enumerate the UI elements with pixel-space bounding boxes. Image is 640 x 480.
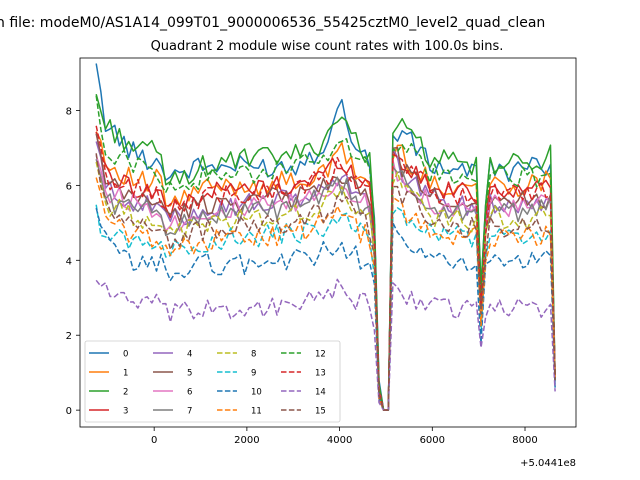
legend-label-9: 9 <box>251 369 256 379</box>
legend-label-11: 11 <box>251 407 262 417</box>
series-line-11 <box>95 177 556 411</box>
figure-suptitle: n file: modeM0/AS1A14_099T01_9000006536_… <box>0 15 545 31</box>
y-tick-label: 8 <box>66 106 72 117</box>
legend-label-13: 13 <box>315 369 326 379</box>
legend-label-0: 0 <box>123 350 128 360</box>
legend-label-2: 2 <box>123 388 128 398</box>
plot-frame <box>79 57 577 428</box>
legend-label-12: 12 <box>315 350 326 360</box>
y-tick-label: 6 <box>66 181 72 192</box>
series-line-15 <box>95 153 556 411</box>
series-layer <box>95 63 556 411</box>
legend-label-8: 8 <box>251 350 256 360</box>
legend-label-3: 3 <box>123 407 128 417</box>
x-tick-label: 4000 <box>327 435 352 446</box>
x-tick-label: 0 <box>151 435 157 446</box>
x-offset-label: +5.0441e8 <box>520 458 576 469</box>
x-tick-label: 6000 <box>420 435 445 446</box>
series-line-2 <box>95 94 556 411</box>
legend-label-15: 15 <box>315 407 326 417</box>
legend-label-5: 5 <box>187 369 192 379</box>
series-line-13 <box>95 125 556 411</box>
x-tick-label: 8000 <box>512 435 537 446</box>
legend-label-7: 7 <box>187 407 192 417</box>
y-tick-label: 0 <box>66 406 72 417</box>
y-tick-label: 2 <box>66 331 72 342</box>
y-tick-label: 4 <box>66 256 72 267</box>
series-line-14 <box>95 278 556 411</box>
series-line-10 <box>95 207 556 411</box>
legend-label-1: 1 <box>123 369 128 379</box>
y-axis: 0 2 4 6 8 <box>66 106 80 417</box>
chart-title: Quadrant 2 module wise count rates with … <box>151 39 504 54</box>
legend-frame <box>84 340 341 423</box>
legend-label-10: 10 <box>251 388 262 398</box>
legend-label-6: 6 <box>187 388 192 398</box>
x-axis: 0 2000 4000 6000 8000 <box>151 427 538 446</box>
legend-label-4: 4 <box>187 350 192 360</box>
legend-label-14: 14 <box>315 388 326 398</box>
x-tick-label: 2000 <box>234 435 259 446</box>
